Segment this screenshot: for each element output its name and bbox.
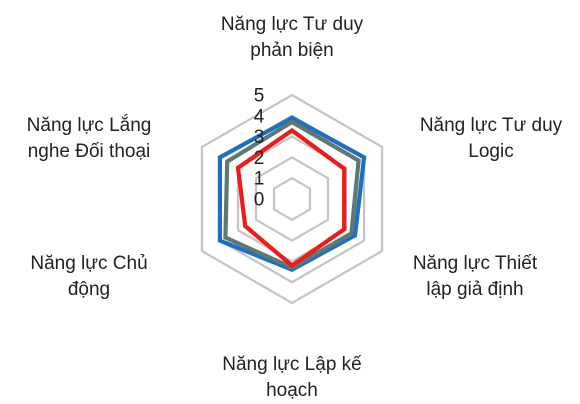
tick-label-1: 1 (254, 169, 265, 190)
category-label-5-line-2: động (68, 279, 110, 300)
category-label-5: Năng lực Chủ động (30, 253, 147, 300)
category-label-3: Năng lực Thiết lập giả định (413, 253, 538, 300)
tick-label-0: 0 (254, 190, 265, 211)
series-group (217, 115, 367, 273)
category-label-4-line-2: hoạch (266, 380, 318, 401)
grid-ring-5 (200, 93, 384, 305)
category-label-5-line-1: Năng lực Chủ (30, 253, 147, 274)
category-label-6: Năng lực Lắng nghe Đối thoại (27, 114, 152, 162)
grid-ring-2 (254, 156, 330, 242)
category-label-4: Năng lực Lập kế hoạch (222, 354, 362, 401)
category-label-1-line-2: phản biện (250, 40, 333, 61)
category-labels: Năng lực Tư duy phản biện Năng lực Tư duy L… (27, 14, 563, 401)
category-label-6-line-1: Năng lực Lắng (27, 114, 152, 136)
tick-label-2: 2 (254, 148, 265, 169)
tick-label-4: 4 (254, 106, 265, 127)
category-label-2: Năng lực Tư duy Logic (420, 115, 563, 162)
category-label-6-line-2: nghe Đối thoại (28, 141, 151, 162)
category-label-2-line-2: Logic (468, 141, 513, 162)
category-label-2-line-1: Năng lực Tư duy (420, 115, 563, 136)
tick-label-3: 3 (254, 127, 265, 148)
category-label-3-line-1: Năng lực Thiết (413, 253, 538, 274)
category-label-1: Năng lực Tư duy phản biện (221, 14, 364, 61)
category-label-4-line-1: Năng lực Lập kế (222, 354, 362, 375)
category-label-1-line-1: Năng lực Tư duy (221, 14, 364, 35)
category-label-3-line-2: lập giả định (426, 279, 523, 300)
tick-label-5: 5 (254, 86, 265, 107)
series-3-line (235, 127, 347, 269)
grid-ring-1 (272, 176, 312, 222)
